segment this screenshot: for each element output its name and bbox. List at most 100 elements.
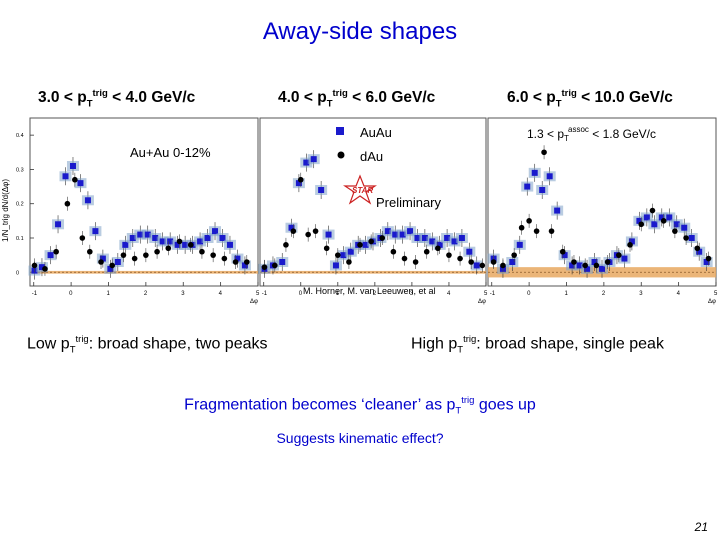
caption-low-pt: Low pTtrig: broad shape, two peaks — [27, 334, 268, 356]
auau-point — [288, 224, 295, 231]
dau-point — [143, 252, 149, 258]
auau-point — [55, 221, 62, 228]
auau-point — [144, 231, 151, 238]
auau-point — [473, 262, 480, 269]
x-tick-label-1: 0 — [69, 291, 73, 297]
auau-point — [226, 241, 233, 248]
dau-point — [305, 231, 311, 238]
auau-point — [84, 197, 91, 204]
auau-point — [197, 238, 204, 245]
dau-point — [272, 262, 278, 269]
auau-point — [279, 259, 286, 265]
auau-point — [539, 187, 546, 193]
auau-point — [643, 214, 650, 221]
x-tick-label-2: 5 — [484, 291, 488, 297]
dau-point — [582, 262, 588, 269]
dau-point — [683, 235, 689, 241]
dau-point — [457, 255, 463, 262]
auau-point — [362, 241, 369, 248]
fragmentation-statement: Fragmentation becomes ‘cleaner’ as pTtri… — [184, 395, 536, 417]
assoc-pt-label: 1.3 < pTassoc < 1.8 GeV/c — [527, 125, 656, 143]
auau-point — [421, 235, 428, 241]
dau-point — [165, 245, 172, 252]
x-tick-label-3: 1 — [564, 291, 568, 297]
dau-point — [390, 248, 397, 255]
dau-point — [672, 228, 678, 234]
auau-point — [414, 235, 421, 241]
dau-point — [131, 255, 138, 262]
x-tick-label-1: 5 — [256, 291, 260, 297]
dau-point — [243, 259, 250, 265]
dau-point — [604, 259, 611, 265]
dau-point — [479, 262, 486, 269]
x-tick-label-2: -1 — [262, 291, 268, 297]
dau-point — [323, 245, 330, 252]
dau-point — [593, 262, 600, 269]
panel-label-1: 3.0 < pTtrig < 4.0 GeV/c — [38, 88, 196, 110]
auau-point — [38, 264, 45, 271]
x-tick-label-1: 1 — [106, 291, 110, 297]
auau-point — [182, 241, 189, 248]
dau-point — [511, 252, 517, 258]
dau-point — [571, 259, 577, 265]
auau-point — [681, 224, 688, 231]
suggestion-text: Suggests kinematic effect? — [276, 430, 444, 446]
page-number: 21 — [694, 520, 708, 534]
auau-point — [159, 238, 166, 245]
auau-point — [576, 262, 583, 269]
panel-label-3: 6.0 < pTtrig < 10.0 GeV/c — [507, 88, 673, 110]
dau-point — [627, 242, 633, 248]
auau-point — [332, 262, 339, 269]
auau-point — [107, 265, 114, 272]
auau-point — [621, 255, 628, 262]
dau-point — [154, 248, 160, 255]
x-tick-label-1: 4 — [219, 291, 223, 297]
dau-point — [368, 238, 374, 245]
legend: AuAu dAu — [336, 125, 392, 164]
auau-point — [340, 252, 347, 259]
dau-point — [232, 259, 239, 265]
x-tick-label-2: 4 — [447, 291, 451, 297]
auau-point — [212, 228, 219, 235]
dau-point — [468, 259, 474, 265]
y-tick-label: 0.1 — [16, 236, 24, 242]
dau-point — [79, 235, 86, 241]
dau-point — [221, 255, 228, 262]
y-tick-label: 0.3 — [16, 167, 24, 173]
auau-point — [122, 241, 129, 248]
dau-point — [548, 228, 555, 234]
auau-point — [77, 180, 84, 187]
dau-point — [435, 245, 441, 252]
star-logo-text: STAR — [352, 186, 373, 195]
auau-point — [219, 235, 226, 241]
dau-point — [616, 252, 622, 258]
x-tick-label-3: 0 — [527, 291, 531, 297]
auau-point — [295, 180, 302, 187]
auau-point — [546, 173, 553, 180]
dau-point — [120, 252, 127, 258]
auau-point — [628, 238, 635, 245]
auau-point — [444, 235, 451, 241]
dau-point — [490, 259, 497, 265]
dau-point — [649, 207, 656, 214]
x-tick-label-1: 2 — [144, 291, 148, 297]
auau-point — [673, 221, 680, 228]
legend-dau-marker — [337, 151, 345, 159]
auau-point — [666, 214, 673, 221]
auau-point — [651, 221, 658, 228]
auau-point — [399, 231, 406, 238]
legend-dau-label: dAu — [360, 149, 383, 164]
auau-point — [554, 207, 561, 214]
auau-point — [114, 259, 121, 265]
x-tick-label-2: 0 — [299, 291, 303, 297]
auau-point — [99, 255, 106, 262]
dau-point — [660, 218, 667, 224]
auau-point — [436, 241, 443, 248]
dau-point — [533, 228, 540, 234]
dau-point — [638, 221, 645, 228]
auau-point — [599, 265, 605, 272]
x-tick-label-2: 3 — [410, 291, 414, 297]
auau-point — [62, 173, 69, 180]
dau-point — [526, 218, 532, 224]
x-tick-label-3: 4 — [677, 291, 681, 297]
